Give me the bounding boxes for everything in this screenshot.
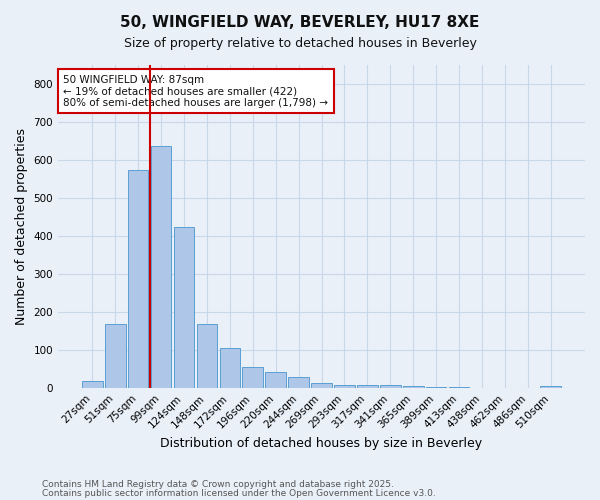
Bar: [311, 382, 332, 388]
Bar: [449, 387, 469, 388]
Bar: [357, 385, 377, 388]
Bar: [426, 387, 446, 388]
Bar: [220, 348, 240, 389]
Bar: [541, 386, 561, 388]
Text: 50, WINGFIELD WAY, BEVERLEY, HU17 8XE: 50, WINGFIELD WAY, BEVERLEY, HU17 8XE: [121, 15, 479, 30]
Bar: [242, 366, 263, 388]
Y-axis label: Number of detached properties: Number of detached properties: [15, 128, 28, 325]
X-axis label: Distribution of detached houses by size in Beverley: Distribution of detached houses by size …: [160, 437, 482, 450]
Bar: [128, 170, 148, 388]
Bar: [403, 386, 424, 388]
Bar: [197, 324, 217, 388]
Bar: [105, 324, 125, 388]
Bar: [334, 384, 355, 388]
Text: Contains public sector information licensed under the Open Government Licence v3: Contains public sector information licen…: [42, 488, 436, 498]
Bar: [173, 226, 194, 388]
Text: Size of property relative to detached houses in Beverley: Size of property relative to detached ho…: [124, 38, 476, 51]
Bar: [82, 382, 103, 388]
Bar: [380, 386, 401, 388]
Bar: [288, 377, 309, 388]
Text: Contains HM Land Registry data © Crown copyright and database right 2025.: Contains HM Land Registry data © Crown c…: [42, 480, 394, 489]
Bar: [265, 372, 286, 388]
Text: 50 WINGFIELD WAY: 87sqm
← 19% of detached houses are smaller (422)
80% of semi-d: 50 WINGFIELD WAY: 87sqm ← 19% of detache…: [64, 74, 328, 108]
Bar: [151, 146, 172, 388]
